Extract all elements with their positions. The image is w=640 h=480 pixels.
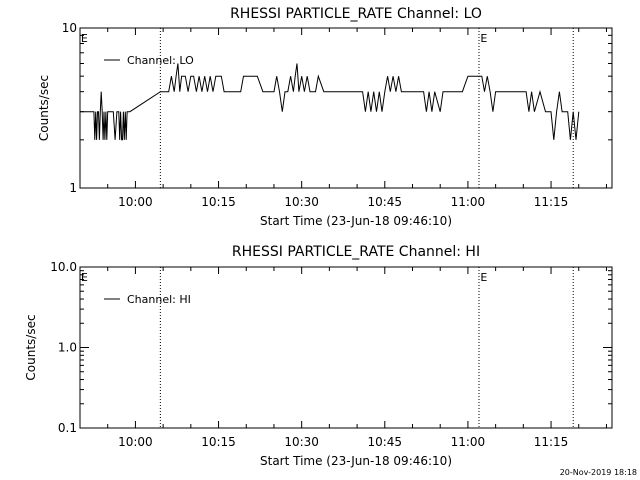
plots: RHESSI PARTICLE_RATE Channel: LO Start Ti… [24,6,613,468]
chart-title: RHESSI PARTICLE_RATE Channel: LO [230,6,482,22]
x-tick-label: 10:00 [118,435,153,449]
chart-panel-2: RHESSI PARTICLE_RATE Channel: HI Start Ti… [24,244,613,468]
y-axis-label: Counts/sec [24,314,38,380]
event-marker: E [480,271,487,284]
series-line [80,63,580,141]
y-tick-label: 10 [62,21,77,35]
x-tick-label: 11:15 [534,195,569,209]
chart-title: RHESSI PARTICLE_RATE Channel: HI [232,244,480,260]
event-marker: E [81,32,88,45]
x-tick-label: 10:30 [284,435,319,449]
x-tick-label: 10:00 [118,195,153,209]
x-tick-label: 11:00 [451,195,486,209]
y-tick-label: 10.0 [50,260,77,274]
event-marker: E [81,271,88,284]
event-marker: E [480,32,487,45]
x-tick-label: 10:15 [201,435,236,449]
legend-label: Channel: LO [127,54,194,67]
legend-label: Channel: HI [127,293,191,306]
x-tick-label: 11:15 [534,435,569,449]
x-axis-label: Start Time (23-Jun-18 09:46:10) [260,454,452,468]
chart-panel-1: RHESSI PARTICLE_RATE Channel: LO Start Ti… [37,6,613,228]
y-tick-label: 1 [69,181,77,195]
x-tick-label: 10:45 [367,195,402,209]
x-axis-label: Start Time (23-Jun-18 09:46:10) [260,214,452,228]
footer-timestamp: 20-Nov-2019 18:18 [560,468,637,477]
x-tick-label: 10:15 [201,195,236,209]
y-tick-label: 0.1 [58,421,77,435]
x-tick-label: 11:00 [451,435,486,449]
x-tick-label: 10:45 [367,435,402,449]
plot-frame [79,27,613,189]
x-tick-label: 10:30 [284,195,319,209]
y-tick-label: 1.0 [58,341,77,355]
y-axis-label: Counts/sec [37,75,51,141]
